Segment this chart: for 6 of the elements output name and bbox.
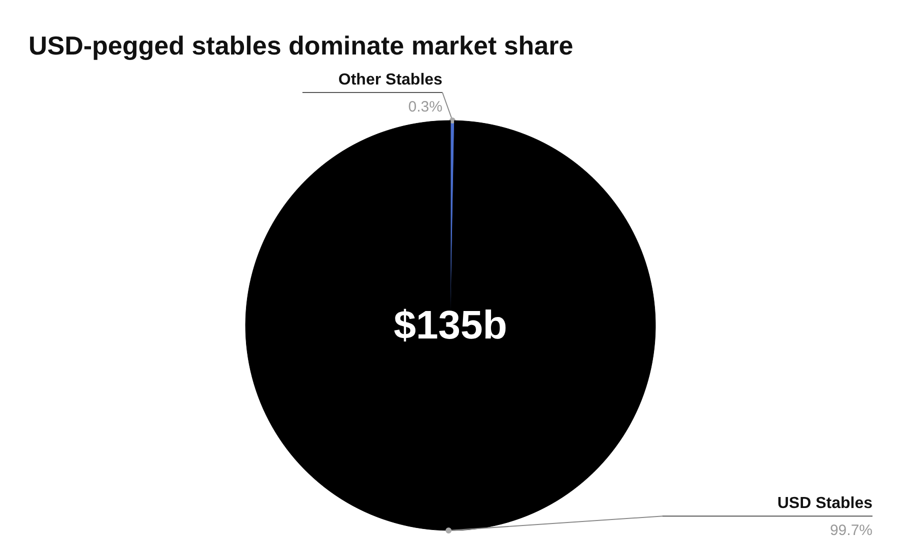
data-label: 0.3%: [408, 98, 442, 116]
text: $135b: [394, 304, 508, 348]
data-label: 99.7%: [830, 522, 873, 540]
slice-label: Other Stables: [338, 72, 443, 89]
slice-label: USD Stables: [777, 495, 873, 512]
chart-title: USD-pegged stables dominate market share: [28, 30, 574, 60]
